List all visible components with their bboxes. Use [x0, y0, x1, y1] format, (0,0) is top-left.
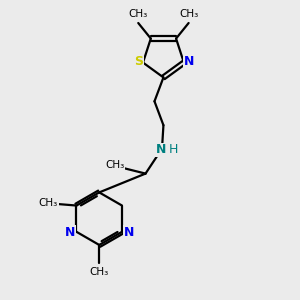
Text: CH₃: CH₃	[129, 9, 148, 19]
Text: N: N	[156, 143, 166, 156]
Text: CH₃: CH₃	[90, 267, 109, 277]
Text: H: H	[169, 142, 178, 156]
Text: N: N	[184, 56, 194, 68]
Text: S: S	[134, 56, 143, 68]
Text: CH₃: CH₃	[179, 9, 198, 19]
Text: CH₃: CH₃	[39, 199, 58, 208]
Text: CH₃: CH₃	[105, 160, 125, 170]
Text: N: N	[123, 226, 134, 239]
Text: N: N	[65, 226, 75, 239]
